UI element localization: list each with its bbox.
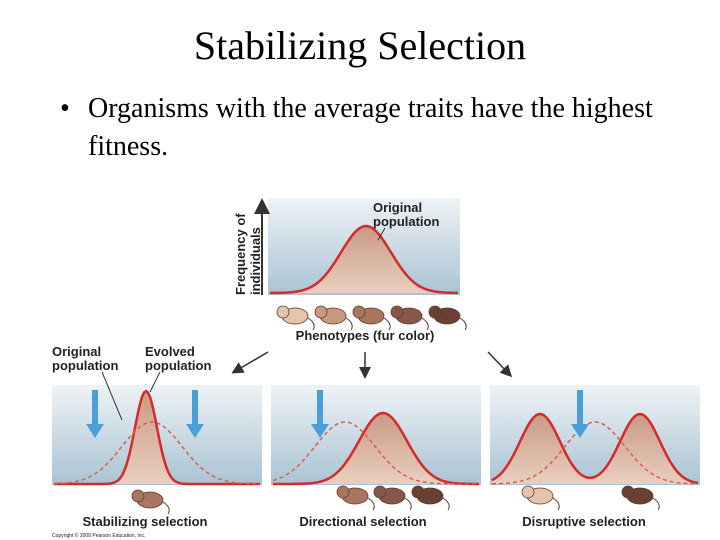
curves (53, 224, 699, 486)
mouse-icon (428, 305, 467, 331)
mouse-tail (421, 317, 429, 331)
slide-title: Stabilizing Selection (193, 23, 527, 68)
mouse-tail (162, 501, 170, 515)
mouse-tail (442, 497, 450, 511)
mouse-tail (552, 497, 560, 511)
y-axis-label: individuals (248, 227, 263, 295)
curve-fill (492, 414, 698, 484)
curve-label: Original (373, 200, 422, 215)
mouse-head (390, 305, 404, 319)
curve-label: Original (52, 344, 101, 359)
mouse-head (314, 305, 328, 319)
curve-fill (270, 226, 458, 293)
mouse-tail (459, 317, 467, 331)
selection-arrow (311, 424, 329, 438)
mouse-icon (373, 485, 412, 511)
panel-label: Stabilizing selection (83, 514, 208, 529)
selection-arrow (577, 390, 583, 424)
curve (491, 412, 699, 485)
mice (131, 305, 660, 515)
bullet-content: Organisms with the average traits have t… (88, 93, 653, 162)
curve-fill (273, 413, 479, 484)
mouse-head (336, 485, 350, 499)
mouse-icon (314, 305, 353, 331)
selection-arrow (192, 390, 198, 424)
mouse-head (131, 489, 145, 503)
mouse-tail (652, 497, 660, 511)
curve (273, 411, 479, 486)
mouse-tail (307, 317, 315, 331)
curve-label: population (373, 214, 439, 229)
original-curve (53, 421, 260, 485)
pointer-line (101, 371, 123, 421)
mouse-icon (521, 485, 560, 511)
mouse-head (352, 305, 366, 319)
selection-arrow (317, 390, 323, 424)
copyright: Copyright © 2008 Pearson Education, Inc. (52, 532, 145, 539)
curve-fill (54, 391, 260, 484)
mouse-tail (345, 317, 353, 331)
mouse-tail (367, 497, 375, 511)
mouse-icon (390, 305, 429, 331)
mouse-head (521, 485, 535, 499)
curve (54, 389, 260, 486)
panel-label: Disruptive selection (522, 514, 646, 529)
flow-arrow (231, 351, 269, 374)
mouse-head (276, 305, 290, 319)
pointer-line (149, 371, 161, 393)
pointer-line (377, 227, 386, 241)
mouse-tail (383, 317, 391, 331)
mouse-head (428, 305, 442, 319)
mouse-icon (131, 489, 170, 515)
selection-arrow (186, 424, 204, 438)
panel-label: Directional selection (299, 514, 426, 529)
mouse-icon (276, 305, 315, 331)
curve-label: Evolved (145, 344, 195, 359)
y-axis-label: Frequency of (233, 213, 248, 295)
mouse-icon (352, 305, 391, 331)
curve (269, 224, 458, 295)
bullet-text: • Organisms with the average traits have … (60, 93, 653, 162)
flow-arrow (487, 351, 513, 378)
mouse-icon (336, 485, 375, 511)
curve-label: population (145, 358, 211, 373)
mouse-head (373, 485, 387, 499)
selection-arrow (571, 424, 589, 438)
mouse-icon (411, 485, 450, 511)
x-axis-label: Phenotypes (fur color) (296, 328, 435, 343)
original-curve (492, 421, 698, 485)
mouse-head (411, 485, 425, 499)
curve-label: population (52, 358, 118, 373)
selection-arrow (92, 390, 98, 424)
mouse-head (621, 485, 635, 499)
selection-arrow (86, 424, 104, 438)
original-curve (272, 421, 479, 485)
mouse-tail (404, 497, 412, 511)
mouse-icon (621, 485, 660, 511)
